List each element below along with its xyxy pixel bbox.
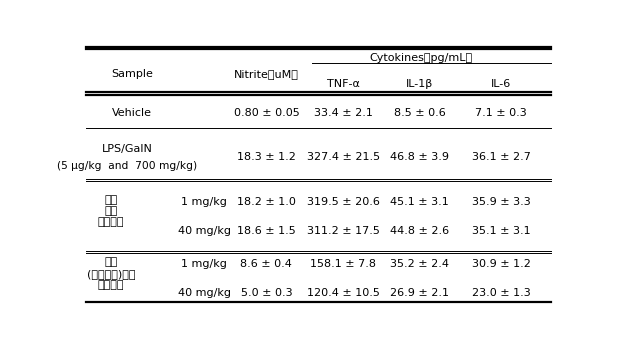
Text: 미강: 미강 [104, 195, 117, 205]
Text: 45.1 ± 3.1: 45.1 ± 3.1 [391, 196, 449, 206]
Text: TNF-α: TNF-α [327, 79, 360, 89]
Text: 327.4 ± 21.5: 327.4 ± 21.5 [307, 152, 379, 162]
Text: (5 μg/kg  and  700 mg/kg): (5 μg/kg and 700 mg/kg) [57, 161, 198, 171]
Text: 44.8 ± 2.6: 44.8 ± 2.6 [390, 226, 449, 236]
Text: 18.6 ± 1.5: 18.6 ± 1.5 [237, 226, 296, 236]
Text: 311.2 ± 17.5: 311.2 ± 17.5 [307, 226, 379, 236]
Text: 30.9 ± 1.2: 30.9 ± 1.2 [472, 259, 531, 269]
Text: 1 mg/kg: 1 mg/kg [181, 259, 227, 269]
Text: 8.6 ± 0.4: 8.6 ± 0.4 [240, 259, 292, 269]
Text: 0.80 ± 0.05: 0.80 ± 0.05 [234, 108, 299, 118]
Text: 35.2 ± 2.4: 35.2 ± 2.4 [390, 259, 449, 269]
Text: IL-1β: IL-1β [406, 79, 433, 89]
Text: 40 mg/kg: 40 mg/kg [177, 288, 231, 298]
Text: 23.0 ± 1.3: 23.0 ± 1.3 [472, 288, 530, 298]
Text: Nitrite（uM）: Nitrite（uM） [234, 69, 299, 79]
Text: 1 mg/kg: 1 mg/kg [181, 196, 227, 206]
Text: 5.0 ± 0.3: 5.0 ± 0.3 [240, 288, 292, 298]
Text: 식이투여: 식이투여 [98, 217, 124, 227]
Text: 18.2 ± 1.0: 18.2 ± 1.0 [237, 196, 296, 206]
Text: 319.5 ± 20.6: 319.5 ± 20.6 [307, 196, 379, 206]
Text: (생물전환)산물: (생물전환)산물 [87, 269, 135, 279]
Text: Vehicle: Vehicle [112, 108, 152, 118]
Text: Sample: Sample [111, 69, 153, 79]
Text: 8.5 ± 0.6: 8.5 ± 0.6 [394, 108, 446, 118]
Text: 식이투여: 식이투여 [98, 280, 124, 290]
Text: 35.9 ± 3.3: 35.9 ± 3.3 [472, 196, 530, 206]
Text: 35.1 ± 3.1: 35.1 ± 3.1 [472, 226, 530, 236]
Text: LPS/GalN: LPS/GalN [102, 143, 153, 153]
Text: 158.1 ± 7.8: 158.1 ± 7.8 [310, 259, 376, 269]
Text: 33.4 ± 2.1: 33.4 ± 2.1 [313, 108, 373, 118]
Text: Cytokines（pg/mL）: Cytokines（pg/mL） [370, 54, 473, 64]
Text: 18.3 ± 1.2: 18.3 ± 1.2 [237, 152, 296, 162]
Text: 36.1 ± 2.7: 36.1 ± 2.7 [472, 152, 531, 162]
Text: 40 mg/kg: 40 mg/kg [177, 226, 231, 236]
Text: 미강: 미강 [104, 257, 117, 267]
Text: 7.1 ± 0.3: 7.1 ± 0.3 [475, 108, 527, 118]
Text: 120.4 ± 10.5: 120.4 ± 10.5 [307, 288, 379, 298]
Text: 46.8 ± 3.9: 46.8 ± 3.9 [390, 152, 449, 162]
Text: 원물: 원물 [104, 206, 117, 216]
Text: 26.9 ± 2.1: 26.9 ± 2.1 [390, 288, 449, 298]
Text: IL-6: IL-6 [491, 79, 511, 89]
